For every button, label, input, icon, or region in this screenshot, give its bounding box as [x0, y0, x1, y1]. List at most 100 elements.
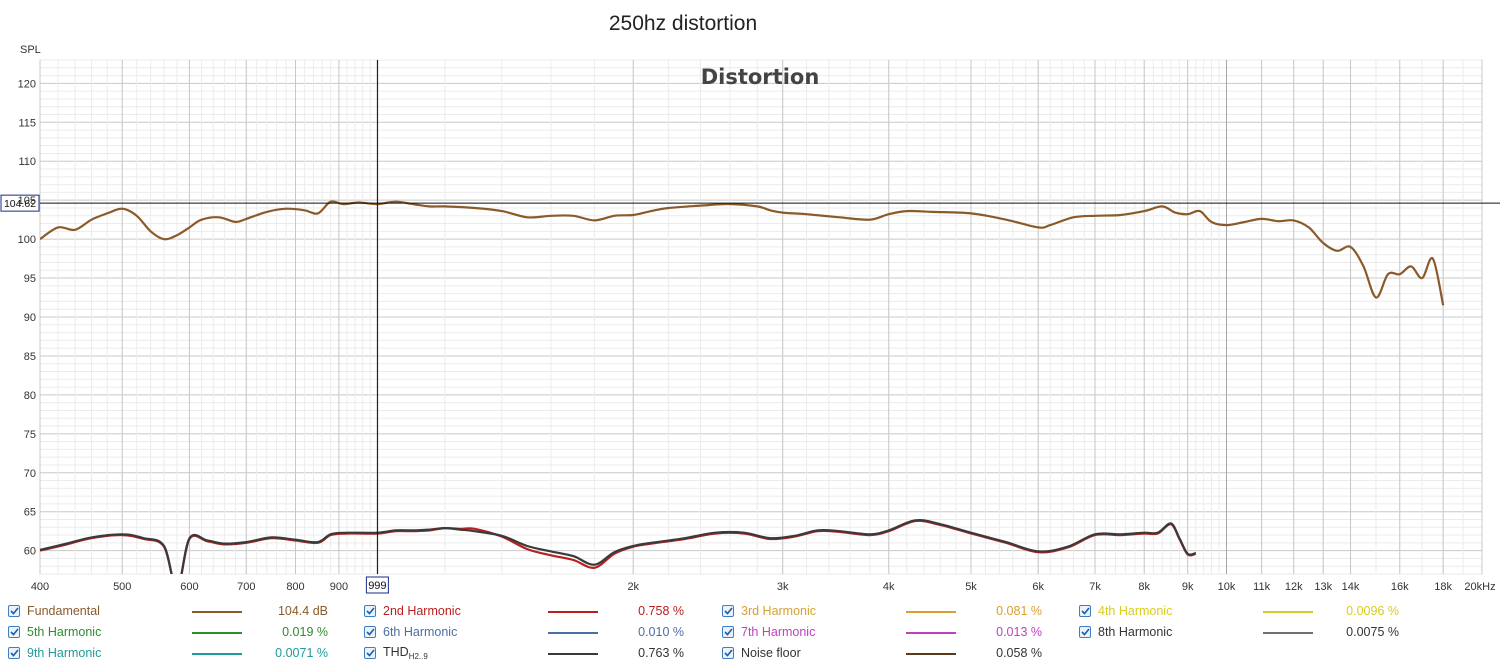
x-tick-label: 5k: [965, 581, 977, 593]
tick-labels: 60 65 70 75 80 85 90 95 100 105 110 115 120 400 500 600…: [18, 78, 1496, 593]
y-axis-label: SPL: [20, 44, 41, 56]
checkbox-icon[interactable]: [8, 605, 20, 617]
y-tick-label: 85: [24, 351, 36, 363]
x-tick-label: 10k: [1218, 581, 1236, 593]
x-tick-label: 700: [237, 581, 255, 593]
legend-label: 7th Harmonic: [741, 625, 816, 639]
x-tick-label: 11k: [1253, 581, 1270, 593]
x-tick-label: 400: [31, 581, 49, 593]
y-tick-label: 70: [24, 468, 36, 480]
legend-swatch: [548, 611, 598, 613]
legend-item-4th-harmonic[interactable]: 4th Harmonic: [1079, 601, 1172, 621]
x-tick-label: 20kHz: [1464, 581, 1495, 593]
checkbox-icon[interactable]: [722, 647, 734, 659]
legend-item-2nd-harmonic[interactable]: 2nd Harmonic: [364, 601, 461, 621]
legend-swatch: [548, 653, 598, 655]
legend-item-3rd-harmonic[interactable]: 3rd Harmonic: [722, 601, 816, 621]
y-tick-label: 115: [18, 117, 36, 129]
legend: Fundamental 104.4 dB 2nd Harmonic 0.758 % 3r…: [0, 598, 1500, 668]
legend-value: 0.0096 %: [1346, 604, 1399, 618]
legend-value: 0.0075 %: [1346, 625, 1399, 639]
x-tick-label: 18k: [1434, 581, 1452, 593]
legend-label: Noise floor: [741, 646, 801, 660]
legend-label: 3rd Harmonic: [741, 604, 817, 618]
legend-label: 2nd Harmonic: [383, 604, 461, 618]
x-tick-label: 13k: [1314, 581, 1332, 593]
page-title: 250hz distortion: [609, 12, 757, 35]
checkbox-icon[interactable]: [1079, 626, 1091, 638]
legend-swatch: [192, 611, 242, 613]
legend-item-fundamental[interactable]: Fundamental: [8, 601, 100, 621]
checkbox-icon[interactable]: [364, 605, 376, 617]
legend-label: 6th Harmonic: [383, 625, 458, 639]
checkbox-icon[interactable]: [722, 605, 734, 617]
chart-title: Distortion: [701, 65, 820, 89]
legend-item-5th-harmonic[interactable]: 5th Harmonic: [8, 622, 101, 642]
x-tick-label: 9k: [1182, 581, 1194, 593]
legend-value: 104.4 dB: [277, 604, 328, 618]
y-tick-label: 90: [24, 312, 36, 324]
series-group: [40, 200, 1445, 574]
legend-value: 0.081 %: [996, 604, 1042, 618]
legend-item-8th-harmonic[interactable]: 8th Harmonic: [1079, 622, 1172, 642]
x-tick-label: 4k: [883, 581, 895, 593]
checkbox-icon[interactable]: [8, 647, 20, 659]
legend-label: THDH2..9: [383, 645, 428, 661]
x-tick-label: 2k: [627, 581, 639, 593]
checkbox-icon[interactable]: [8, 626, 20, 638]
legend-swatch: [906, 611, 956, 613]
legend-label-subscript: H2..9: [408, 652, 428, 661]
checkbox-icon[interactable]: [364, 647, 376, 659]
cursor-x-label: 999: [368, 580, 386, 592]
checkbox-icon[interactable]: [364, 626, 376, 638]
checkbox-icon[interactable]: [1079, 605, 1091, 617]
y-tick-label: 65: [24, 507, 36, 519]
x-tick-label: 500: [113, 581, 131, 593]
legend-swatch: [906, 632, 956, 634]
legend-item-thd[interactable]: THDH2..9: [364, 643, 428, 663]
legend-value: 0.058 %: [996, 646, 1042, 660]
x-tick-label: 800: [286, 581, 304, 593]
legend-item-noise-floor[interactable]: Noise floor: [722, 643, 801, 663]
x-tick-label: 3k: [777, 581, 789, 593]
x-tick-label: 6k: [1032, 581, 1044, 593]
y-tick-label: 75: [24, 429, 36, 441]
x-tick-label: 7k: [1089, 581, 1101, 593]
legend-swatch: [1263, 611, 1313, 613]
x-tick-label: 900: [330, 581, 348, 593]
cursor-y-label: 104.62: [4, 198, 36, 210]
legend-item-6th-harmonic[interactable]: 6th Harmonic: [364, 622, 457, 642]
legend-value: 0.0071 %: [275, 646, 328, 660]
distortion-chart: 250hz distortion SPL 104.62 999 60 65 70 75 8…: [0, 12, 1500, 594]
legend-label: 5th Harmonic: [27, 625, 102, 639]
legend-item-7th-harmonic[interactable]: 7th Harmonic: [722, 622, 815, 642]
cursor[interactable]: 104.62 999: [0, 60, 1500, 594]
legend-swatch: [906, 653, 956, 655]
grid: [39, 59, 1483, 575]
legend-label: 8th Harmonic: [1098, 625, 1173, 639]
legend-swatch: [548, 632, 598, 634]
legend-swatch: [192, 632, 242, 634]
y-tick-label: 105: [18, 195, 36, 207]
series-line-fundamental: [40, 200, 1445, 306]
legend-value: 0.758 %: [638, 604, 684, 618]
x-tick-label: 16k: [1391, 581, 1409, 593]
y-tick-label: 80: [24, 390, 36, 402]
x-tick-label: 14k: [1342, 581, 1360, 593]
legend-label: 9th Harmonic: [27, 646, 102, 660]
y-tick-label: 100: [18, 234, 36, 246]
legend-value: 0.010 %: [638, 625, 684, 639]
legend-item-9th-harmonic[interactable]: 9th Harmonic: [8, 643, 101, 663]
y-tick-label: 60: [24, 546, 36, 558]
legend-value: 0.013 %: [996, 625, 1042, 639]
legend-swatch: [192, 653, 242, 655]
legend-swatch: [1263, 632, 1313, 634]
checkbox-icon[interactable]: [722, 626, 734, 638]
y-tick-label: 110: [18, 156, 36, 168]
legend-label: Fundamental: [27, 604, 100, 618]
y-tick-label: 95: [24, 273, 36, 285]
x-tick-label: 600: [180, 581, 198, 593]
series-line-thd-h2-9: [40, 518, 1197, 574]
cursor-y-box: [0, 194, 40, 212]
cursor-x-box: [365, 576, 389, 594]
